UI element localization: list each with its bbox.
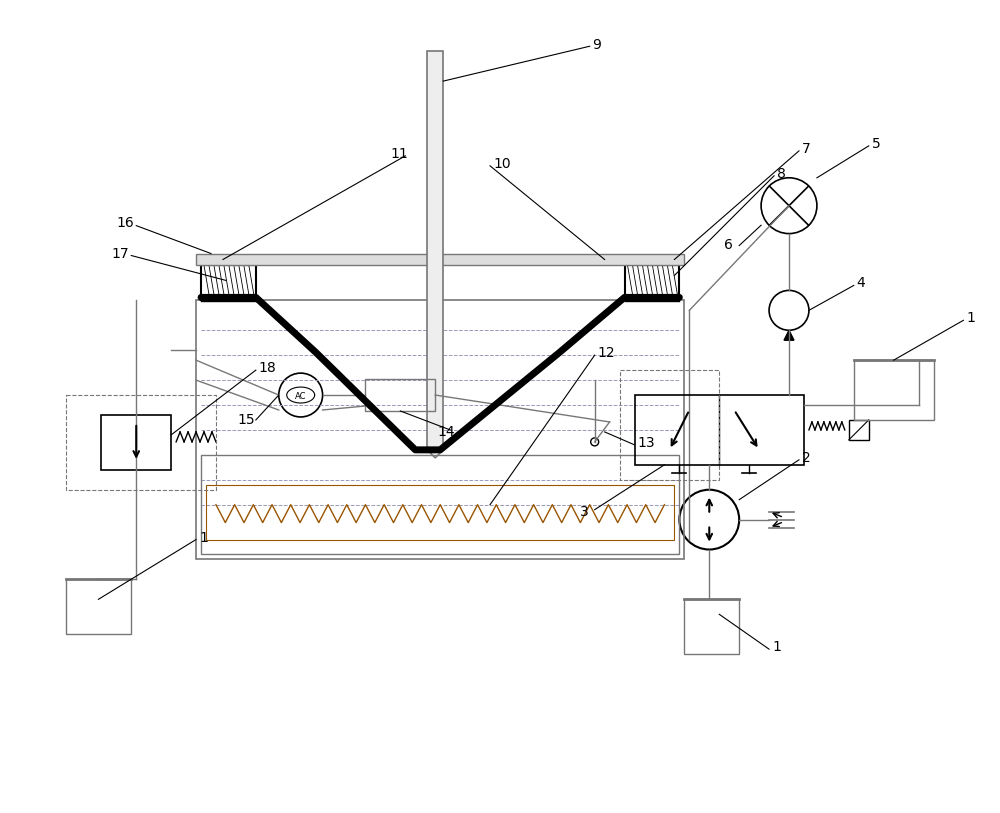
Bar bbox=[684, 599, 739, 654]
Bar bbox=[196, 300, 684, 559]
Bar bbox=[66, 580, 131, 634]
Text: 6: 6 bbox=[724, 237, 733, 251]
Text: 12: 12 bbox=[598, 346, 615, 360]
Text: 10: 10 bbox=[493, 157, 511, 171]
Text: AC: AC bbox=[295, 392, 306, 401]
Text: 1: 1 bbox=[199, 531, 208, 545]
Text: 9: 9 bbox=[592, 38, 601, 52]
Text: 17: 17 bbox=[111, 246, 129, 260]
Bar bbox=[66, 395, 216, 489]
Text: 18: 18 bbox=[259, 361, 277, 375]
Bar bbox=[620, 370, 719, 480]
Bar bbox=[201, 266, 256, 300]
Circle shape bbox=[679, 489, 739, 550]
Bar bbox=[849, 420, 869, 440]
Circle shape bbox=[279, 373, 323, 417]
Text: 1: 1 bbox=[966, 311, 975, 325]
Text: 8: 8 bbox=[777, 167, 786, 180]
Bar bbox=[625, 266, 679, 300]
Text: 11: 11 bbox=[390, 147, 408, 161]
Bar bbox=[854, 360, 934, 420]
Bar bbox=[427, 51, 443, 450]
Circle shape bbox=[591, 438, 599, 446]
Bar bbox=[201, 454, 679, 554]
Circle shape bbox=[769, 290, 809, 330]
Text: 1: 1 bbox=[772, 640, 781, 654]
Text: 2: 2 bbox=[802, 451, 811, 465]
Text: 3: 3 bbox=[580, 505, 588, 519]
Text: 13: 13 bbox=[638, 436, 655, 450]
Text: 7: 7 bbox=[802, 142, 811, 156]
Bar bbox=[635, 395, 804, 465]
Bar bbox=[196, 254, 684, 266]
Bar bbox=[101, 415, 171, 470]
Text: 16: 16 bbox=[116, 215, 134, 229]
Text: 4: 4 bbox=[857, 276, 866, 290]
Bar bbox=[365, 379, 435, 411]
Circle shape bbox=[761, 178, 817, 233]
Polygon shape bbox=[784, 330, 794, 340]
Bar bbox=[206, 485, 674, 540]
Text: 15: 15 bbox=[238, 413, 256, 427]
Text: 14: 14 bbox=[437, 425, 455, 439]
Text: 5: 5 bbox=[872, 137, 880, 151]
